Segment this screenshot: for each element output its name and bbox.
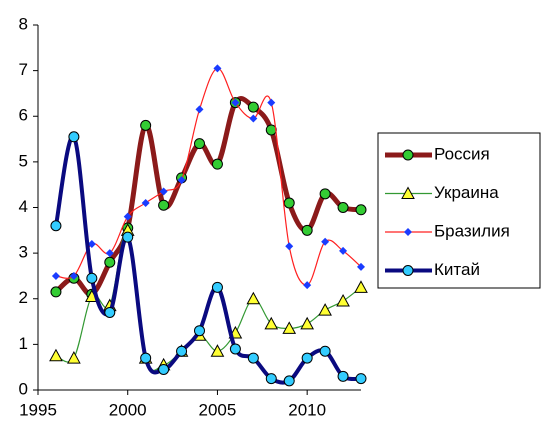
x-tick-label: 2000 [109,400,147,419]
data-point [339,246,348,255]
data-point [231,98,240,107]
y-tick-label: 0 [19,379,28,398]
data-point [105,249,114,258]
legend-label: Бразилия [434,221,510,240]
y-tick-label: 5 [19,151,28,170]
data-point [140,352,152,364]
data-point [140,119,152,131]
data-point [283,375,295,387]
data-point [249,114,258,123]
legend-label: Китай [434,260,480,279]
data-point [69,271,78,280]
y-tick-label: 2 [19,288,28,307]
data-point [158,199,170,211]
data-point [285,242,294,251]
data-point [283,197,295,209]
data-point [247,101,259,113]
data-point [355,204,367,216]
data-point [319,188,331,200]
legend-marker [404,228,412,236]
y-tick-label: 6 [19,106,28,125]
data-point [267,98,276,107]
y-tick-label: 7 [19,60,28,79]
data-point [49,348,63,362]
series-line [54,96,362,297]
data-point [246,291,261,305]
data-point [123,212,132,221]
data-point [158,363,170,375]
y-tick-label: 3 [19,243,28,262]
x-tick-label: 2010 [288,400,326,419]
data-point [104,256,116,268]
data-point [300,316,315,330]
data-point [265,373,277,385]
data-point [301,352,313,364]
data-point [282,321,297,334]
data-point [104,306,116,318]
data-point [50,220,62,232]
series-line [53,134,362,385]
legend-marker [401,186,415,199]
data-point [176,345,188,357]
data-point [318,303,332,316]
legend-label: Украина [434,183,499,202]
legend-marker [402,265,414,276]
x-tick-label: 2005 [199,400,237,419]
y-tick-label: 8 [19,14,28,33]
data-point [87,240,96,248]
data-point [303,281,312,290]
data-point [321,237,330,246]
data-point [141,198,150,207]
y-tick-label: 4 [19,197,28,216]
data-point [211,281,223,293]
data-point [355,373,367,385]
data-point [210,344,225,357]
data-point [67,351,81,364]
data-point [211,158,223,170]
data-point [336,293,350,307]
data-point [247,352,259,364]
data-point [337,370,349,382]
legend-label: Россия [434,144,490,163]
data-point [354,280,368,293]
legend-marker [402,149,414,161]
y-tick-label: 1 [19,334,28,353]
data-point [264,316,279,330]
data-point [177,176,186,185]
data-point [337,202,349,213]
data-point [122,231,134,243]
data-point [213,64,222,73]
series-line [55,67,362,286]
data-point [229,343,241,355]
data-point [51,271,60,280]
data-point [194,138,205,150]
data-point [50,286,62,298]
x-tick-label: 1995 [19,400,57,419]
data-point [265,124,277,136]
data-point [194,325,205,337]
data-point [159,187,168,196]
data-point [195,105,204,114]
data-point [319,345,331,357]
data-point [301,224,313,236]
data-point [68,131,80,143]
data-point [357,262,365,271]
data-point [86,272,98,284]
